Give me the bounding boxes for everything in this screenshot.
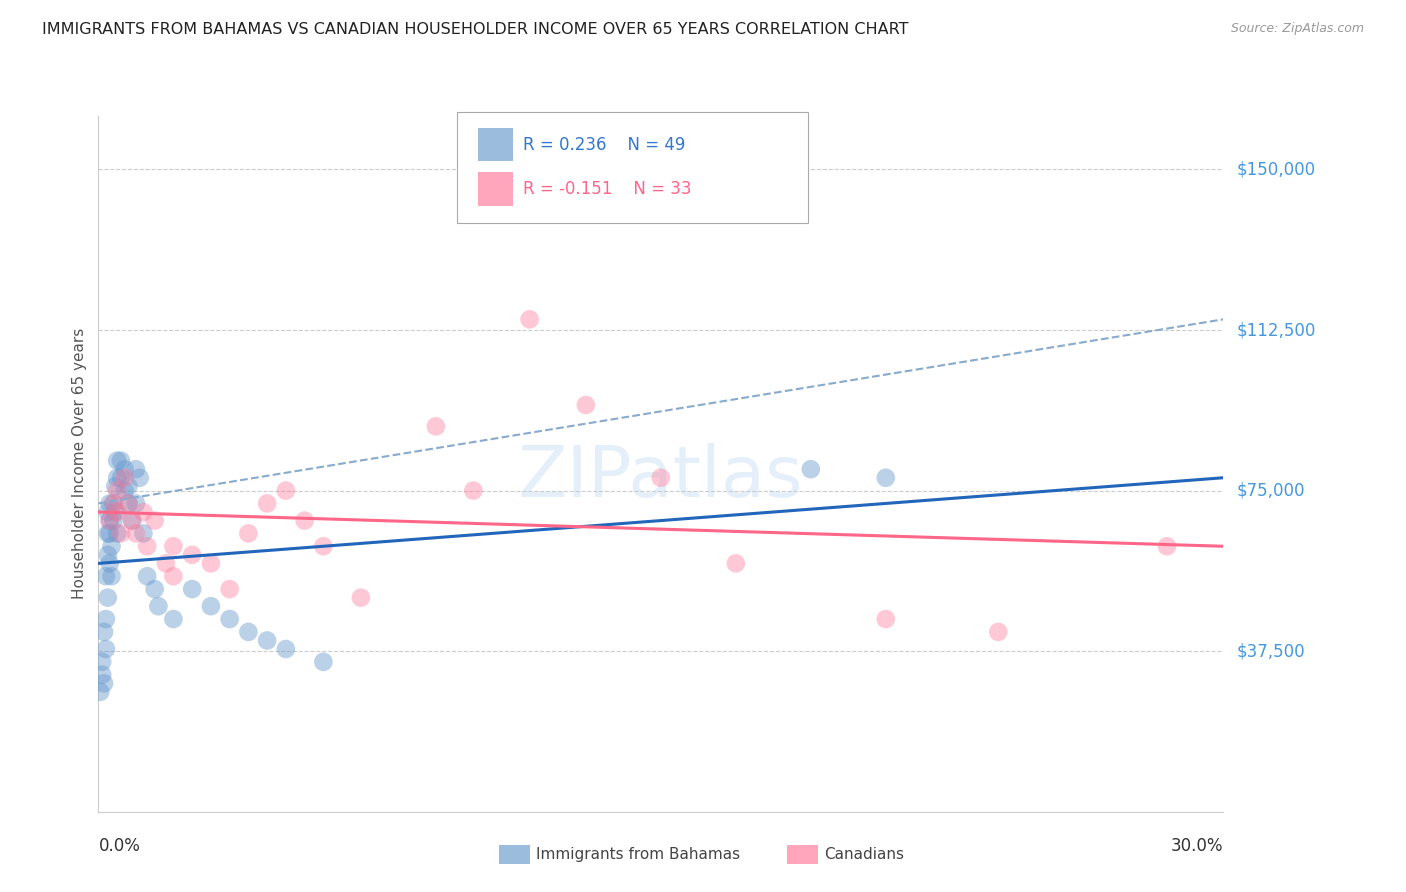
Text: IMMIGRANTS FROM BAHAMAS VS CANADIAN HOUSEHOLDER INCOME OVER 65 YEARS CORRELATION: IMMIGRANTS FROM BAHAMAS VS CANADIAN HOUS… xyxy=(42,22,908,37)
Point xyxy=(103,496,125,510)
Point xyxy=(98,526,121,541)
Point xyxy=(98,557,121,571)
Point xyxy=(136,569,159,583)
Point xyxy=(97,548,120,562)
Point xyxy=(148,599,170,614)
Point xyxy=(117,479,139,493)
Point xyxy=(125,526,148,541)
Text: R = 0.236    N = 49: R = 0.236 N = 49 xyxy=(523,136,685,153)
Point xyxy=(181,582,204,596)
Point xyxy=(125,462,148,476)
Point xyxy=(181,548,204,562)
Point xyxy=(104,505,127,519)
Point xyxy=(132,505,155,519)
Point xyxy=(105,483,128,498)
Point xyxy=(104,479,127,493)
Point xyxy=(100,569,122,583)
Text: 0.0%: 0.0% xyxy=(98,837,141,855)
Point xyxy=(93,676,115,690)
Point xyxy=(110,526,132,541)
Point xyxy=(155,557,177,571)
Point xyxy=(875,612,897,626)
Point xyxy=(125,496,148,510)
Point xyxy=(162,612,184,626)
Point xyxy=(162,539,184,553)
Point xyxy=(89,685,111,699)
Point xyxy=(114,462,136,476)
Point xyxy=(312,539,335,553)
Point xyxy=(91,655,114,669)
Point xyxy=(218,612,240,626)
Text: 30.0%: 30.0% xyxy=(1171,837,1223,855)
Point xyxy=(105,453,128,467)
Point xyxy=(121,514,143,528)
Point xyxy=(143,514,166,528)
Point xyxy=(105,505,128,519)
Point xyxy=(110,453,132,467)
Text: $37,500: $37,500 xyxy=(1237,642,1306,660)
Point xyxy=(800,462,823,476)
Point xyxy=(162,569,184,583)
Point xyxy=(650,471,672,485)
Point xyxy=(238,526,260,541)
Point xyxy=(105,471,128,485)
Point xyxy=(110,471,132,485)
Point xyxy=(98,514,121,528)
Point xyxy=(519,312,541,326)
Text: Canadians: Canadians xyxy=(824,847,904,862)
Point xyxy=(97,591,120,605)
Point xyxy=(128,471,150,485)
Point xyxy=(94,642,117,657)
Point xyxy=(98,496,121,510)
Point xyxy=(238,624,260,639)
Point xyxy=(256,496,278,510)
Point xyxy=(132,526,155,541)
Point xyxy=(256,633,278,648)
Text: $75,000: $75,000 xyxy=(1237,482,1306,500)
Point xyxy=(105,526,128,541)
Point xyxy=(294,514,316,528)
Text: ZIPatlas: ZIPatlas xyxy=(517,443,804,512)
Point xyxy=(98,514,121,528)
Point xyxy=(94,569,117,583)
Text: R = -0.151    N = 33: R = -0.151 N = 33 xyxy=(523,180,692,198)
Text: $112,500: $112,500 xyxy=(1237,321,1316,339)
Point xyxy=(114,471,136,485)
Text: $150,000: $150,000 xyxy=(1237,161,1316,178)
Point xyxy=(91,667,114,681)
Point xyxy=(136,539,159,553)
Point xyxy=(875,471,897,485)
Point xyxy=(103,496,125,510)
Point xyxy=(1156,539,1178,553)
Point xyxy=(724,557,747,571)
Point xyxy=(117,496,139,510)
Point xyxy=(218,582,240,596)
Point xyxy=(575,398,598,412)
Point xyxy=(463,483,485,498)
Point xyxy=(312,655,335,669)
Text: Immigrants from Bahamas: Immigrants from Bahamas xyxy=(536,847,740,862)
Point xyxy=(94,612,117,626)
Point xyxy=(97,505,120,519)
Point xyxy=(987,624,1010,639)
Point xyxy=(97,526,120,541)
Point xyxy=(274,642,297,657)
Point xyxy=(121,514,143,528)
Point xyxy=(425,419,447,434)
Text: Source: ZipAtlas.com: Source: ZipAtlas.com xyxy=(1230,22,1364,36)
Point xyxy=(143,582,166,596)
Point xyxy=(100,539,122,553)
Point xyxy=(200,599,222,614)
Point xyxy=(93,624,115,639)
Point xyxy=(103,514,125,528)
Point xyxy=(350,591,373,605)
Point xyxy=(200,557,222,571)
Point xyxy=(274,483,297,498)
Point xyxy=(114,483,136,498)
Point xyxy=(117,496,139,510)
Y-axis label: Householder Income Over 65 years: Householder Income Over 65 years xyxy=(72,328,87,599)
